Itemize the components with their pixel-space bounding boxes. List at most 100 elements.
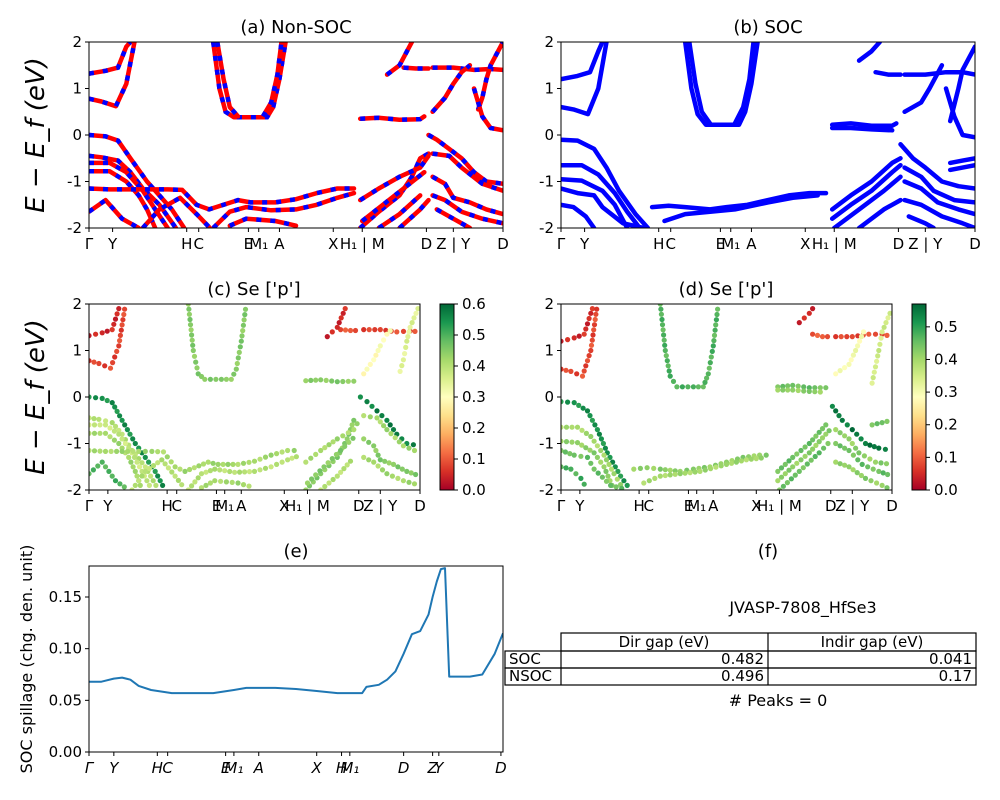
band-point [884,485,890,490]
band-point [155,449,161,455]
band-point [102,430,109,436]
band-point [347,458,354,464]
band-point [350,435,356,441]
band-point [186,306,192,312]
panel-d-kpoint-label: M₁ [687,497,706,515]
band-point [366,439,372,445]
band-point [246,483,252,489]
band-point [107,425,113,431]
panel-e-ytick-label: 0.10 [49,640,82,658]
band-point [367,414,373,420]
band-point [806,385,812,391]
band-point [240,460,247,466]
band-line [561,202,597,228]
band-point [172,464,178,470]
band-point [188,327,194,333]
panel-b-kpoint-label: D [969,235,981,253]
band-point [598,459,604,465]
band-point [415,306,420,312]
band-point [596,431,603,437]
band-point [706,365,712,371]
band-point [850,452,857,458]
band-point [702,467,708,473]
band-point [718,463,724,469]
band-point [336,320,342,326]
band-point [592,316,598,323]
band-point [326,442,332,448]
band-point [136,448,142,454]
band-point [104,397,110,404]
gap-table-row-soc-label: SOC [509,650,541,668]
band-point [387,422,393,428]
band-point [588,342,595,348]
band-point [858,334,865,340]
band-point [251,458,258,464]
band-point [591,450,597,456]
band-point [190,347,196,354]
band-point [89,471,92,477]
band-point [120,317,126,323]
band-point [670,378,677,384]
band-point [153,482,159,488]
band-point [823,385,829,391]
band-point [661,337,667,343]
band-point [874,421,880,427]
band-point [589,337,595,343]
band-point [229,479,235,485]
band-line [829,162,903,221]
band-point [581,481,587,487]
band-point [313,472,319,478]
panel-c-kpoint-label: Γ [85,497,94,515]
band-point [130,464,136,470]
band-point [227,468,233,475]
band-point [354,421,360,427]
band-point [872,331,879,337]
band-point [323,377,329,383]
band-point [340,378,346,385]
panel-c-ytick-label: -1 [67,435,82,453]
band-point [408,470,414,476]
band-line [89,42,137,109]
band-point [784,480,791,486]
band-point [798,447,804,454]
band-point [99,330,105,336]
band-point [203,469,209,475]
band-point [112,478,119,484]
band-point [710,343,716,349]
band-point [106,468,112,474]
band-point [657,473,663,479]
band-line [561,186,647,228]
band-point [111,428,117,434]
band-point [849,334,855,340]
band-point [390,427,397,433]
band-point [303,459,309,465]
band-line [687,42,713,126]
band-point [357,394,363,400]
band-point [155,473,161,479]
band-point [230,461,236,467]
panel-a-title: (a) Non-SOC [240,17,351,38]
band-point [816,450,822,456]
band-point [565,337,571,343]
band-point [667,467,673,473]
peaks-count: # Peaks = 0 [729,691,828,710]
band-line [430,65,503,73]
band-point [205,459,211,465]
band-point [571,335,577,341]
panel-a-ylabel: E − E_f (eV) [21,57,51,213]
band-point [317,468,323,474]
band-point [614,476,620,482]
band-point [231,371,237,377]
band-point [758,455,764,461]
band-point [285,447,291,454]
panel-e-kpoint-label: D [398,759,410,777]
panel-b-kpoint-label: H₁ | M [812,235,857,253]
panel-a-bands [89,42,503,228]
colorbar-d-tick-label: 0.0 [934,481,958,499]
band-point [334,379,340,385]
band-point [778,465,785,471]
band-point [790,387,796,393]
panel-e-ylabel: SOC spillage (chg. den. unit) [17,545,36,774]
band-point [711,338,717,344]
band-point [375,347,381,354]
